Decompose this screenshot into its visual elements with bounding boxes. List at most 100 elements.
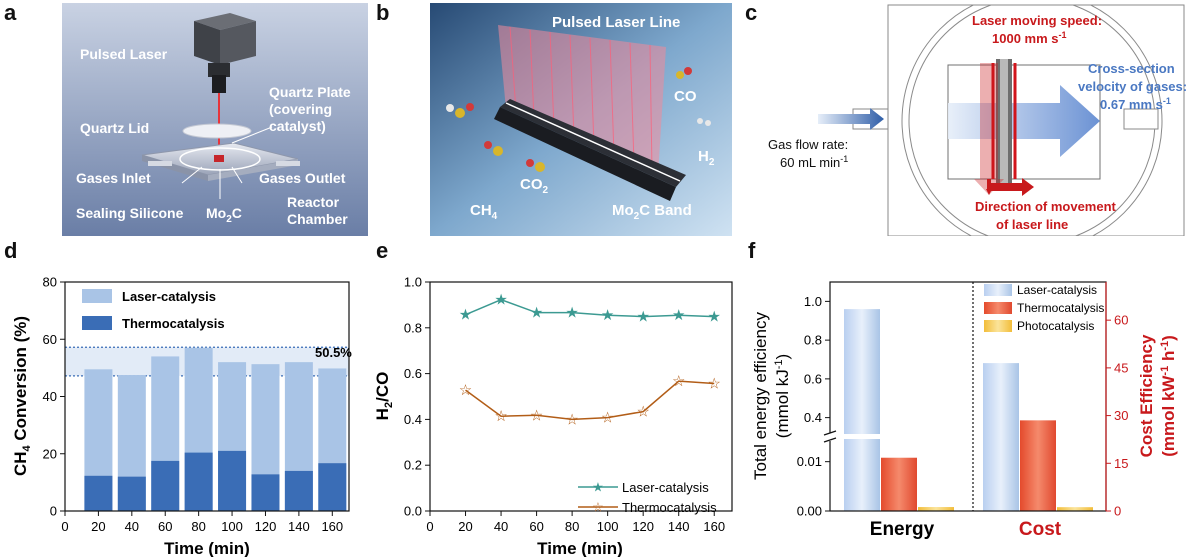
f-ylabel-left-2: (mmol kJ-1) [773,354,792,438]
d-bar-thermo [318,463,347,511]
label-quartz-lid: Quartz Lid [80,120,149,136]
f-legend-swatch-photo [984,320,1012,332]
e-point-thermo: ☆ [565,411,578,428]
label-gas-flow-2: 60 mL min-1 [780,154,848,170]
d-bar-thermo [251,474,280,511]
f-legend-thermo: Thermocatalysis [1017,301,1104,315]
d-xtick-label: 160 [321,519,343,534]
e-ytick-label: 0.2 [404,458,422,473]
e-legend-laser: Laser-catalysis [622,480,709,495]
panel-f-chart: 0.4 0.6 0.8 1.0 0.00 0.01 0 15 30 45 60 Laser-cata… [751,281,1178,540]
e-point-thermo: ☆ [494,408,507,425]
label-co2: CO2 [520,176,549,196]
label-mo2c: Mo2C [206,205,242,225]
label-pulsed-laser-line: Pulsed Laser Line [552,14,680,31]
e-point-laser: ★ [565,305,578,322]
e-ytick-label: 0.4 [404,412,422,427]
e-ytick-label: 0.8 [404,320,422,335]
d-xtick-label: 140 [288,519,310,534]
d-legend-laser: Laser-catalysis [122,289,216,304]
f-ylabel-left-1: Total energy efficiency [751,312,770,480]
d-ylabel: CH4 Conversion (%) [11,316,33,476]
f-bar-energy-photo [918,507,954,511]
e-xtick-label: 140 [668,519,690,534]
f-legend-swatch-laser [984,284,1012,296]
e-legend-thermo: Thermocatalysis [622,500,717,515]
d-legend-swatch-laser [82,289,112,303]
f-left-tick-label: 0.8 [804,333,822,348]
e-point-thermo: ☆ [672,373,685,390]
f-bar-energy-laser [844,309,880,511]
f-legend-swatch-thermo [984,302,1012,314]
e-xtick-label: 40 [494,519,508,534]
d-ytick-label: 80 [43,275,57,290]
e-point-laser: ★ [530,305,543,322]
panel-label-c: c [745,0,758,25]
e-xlabel: Time (min) [537,539,623,557]
d-xtick-label: 40 [125,519,139,534]
f-legend-photo: Photocatalysis [1017,319,1094,333]
panel-c-schematic: Laser moving speed: 1000 mm s-1 Cross-se… [768,4,1187,236]
panel-label-b: b [376,0,390,25]
f-right-tick-label: 30 [1114,408,1128,423]
d-xtick-label: 20 [91,519,105,534]
d-legend-thermo: Thermocatalysis [122,316,225,331]
f-left-tick-label: 0.4 [804,410,822,425]
f-bar-cost-photo [1057,507,1093,511]
e-xtick-label: 160 [703,519,725,534]
e-xtick-label: 80 [565,519,579,534]
f-left-tick-label: 0.01 [797,454,822,469]
f-ylabel-right-2: (mmol kW-1 h-1) [1159,335,1178,457]
label-gases-outlet: Gases Outlet [259,170,346,186]
label-quartz-plate-2: (covering [269,101,332,117]
d-bar-thermo [117,476,146,511]
e-xtick-label: 60 [529,519,543,534]
e-xtick-label: 0 [426,519,433,534]
panel-d-chart: 0 20 40 60 80 0 20 40 60 80 100 120 140 160 50.5% Las… [11,275,352,557]
label-cross-2: velocity of gases: [1078,79,1187,94]
f-ylabel-right-1: Cost Efficiency [1137,334,1156,457]
e-point-thermo: ☆ [601,410,614,427]
label-cross-1: Cross-section [1088,61,1175,76]
label-gases-inlet: Gases Inlet [76,170,151,186]
e-xtick-label: 20 [458,519,472,534]
label-reactor-2: Chamber [287,211,348,227]
e-point-laser: ★ [494,292,507,309]
d-xtick-label: 100 [221,519,243,534]
e-series-line-thermo [465,380,715,421]
f-left-tick-label: 1.0 [804,294,822,309]
e-point-thermo: ☆ [530,407,543,424]
e-point-laser: ★ [459,307,472,324]
e-xtick-label: 120 [632,519,654,534]
d-bar-thermo [84,475,113,511]
d-xlabel: Time (min) [164,539,250,557]
d-annotation: 50.5% [315,345,352,360]
f-legend-laser: Laser-catalysis [1017,283,1097,297]
panel-label-e: e [376,238,389,263]
d-ytick-label: 40 [43,389,57,404]
f-right-tick-label: 0 [1114,504,1121,519]
e-legend-marker-thermo: ☆ [592,500,604,515]
d-xtick-label: 80 [191,519,205,534]
d-xtick-label: 60 [158,519,172,534]
label-direction-2: of laser line [996,217,1068,232]
panel-label-a: a [4,0,17,25]
label-co: CO [674,88,697,105]
f-bar-cost-thermo [1020,420,1056,511]
e-legend-marker-laser: ★ [592,480,604,495]
label-gas-flow-1: Gas flow rate: [768,137,848,152]
d-xtick-label: 120 [255,519,277,534]
label-direction-1: Direction of movement [975,199,1117,214]
e-ytick-label: 0.6 [404,366,422,381]
e-point-laser: ★ [601,307,614,324]
label-h2: H2 [698,148,715,168]
e-point-thermo: ☆ [708,375,721,392]
d-legend-swatch-thermo [82,316,112,330]
e-xtick-label: 100 [597,519,619,534]
f-axis-break-1 [823,430,837,436]
d-xtick-label: 0 [61,519,68,534]
d-ytick-label: 0 [50,504,57,519]
label-sealing-silicone: Sealing Silicone [76,205,184,221]
label-ch4: CH4 [470,202,498,222]
d-bar-thermo [284,470,313,511]
